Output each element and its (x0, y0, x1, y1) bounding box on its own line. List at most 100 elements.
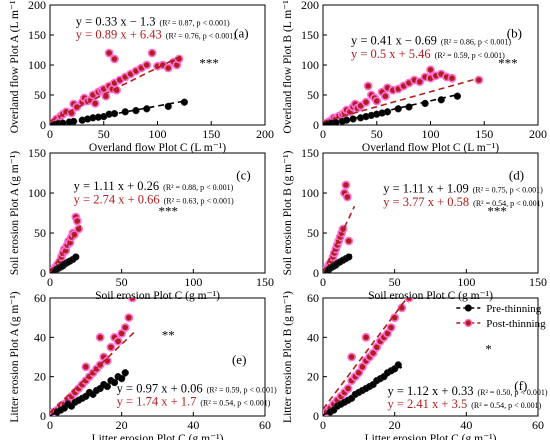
post-equation-stats: (R² = 0.76, p < 0.001) (166, 32, 236, 41)
pre-equation-text: y = 1.11 x + 0.26 (74, 179, 160, 193)
plot-frame (322, 297, 539, 417)
x-tick-label: 0 (320, 418, 326, 432)
plot-frame (49, 297, 266, 417)
x-tick-label: 100 (457, 275, 475, 289)
x-tick-label: 100 (149, 127, 167, 141)
legend: Pre-thinning Post-thinning (456, 303, 546, 330)
x-tick-label: 150 (529, 275, 547, 289)
x-tick-label: 150 (256, 275, 274, 289)
x-tick-label: 0 (320, 275, 326, 289)
panel-label: (c) (236, 167, 250, 182)
pre-thinning-equation: y = 0.97 x + 0.06 (R² = 0.59, p < 0.001) (117, 382, 277, 396)
x-tick-label: 20 (116, 418, 128, 432)
y-axis-label: Litter erosion Plot A (g m⁻¹) (9, 291, 21, 422)
y-tick-label: 0 (313, 118, 319, 132)
y-tick-label: 60 (34, 291, 46, 305)
plot-marks (50, 48, 189, 125)
y-tick-label: 0 (313, 409, 319, 423)
plot-marks (323, 180, 356, 273)
panel-d: 0 50 100 150 0 50 100 150 Soil erosion Plot C (g… (282, 146, 547, 302)
x-tick-label: 50 (98, 127, 110, 141)
post-thinning-point (90, 99, 100, 108)
x-axis-label: Soil erosion Plot C (g m⁻¹) (95, 290, 220, 302)
panel-label: (a) (234, 25, 248, 40)
legend-marker (464, 304, 472, 312)
post-thinning-point (363, 81, 373, 91)
post-thinning-equation: y = 3.77 x + 0.58 (R² = 0.54, p < 0.001) (383, 195, 543, 209)
post-thinning-point (341, 180, 351, 190)
y-tick-label: 20 (34, 370, 46, 384)
x-tick-label: 20 (389, 418, 401, 432)
y-tick-label: 150 (301, 28, 319, 42)
post-thinning-point (120, 323, 130, 332)
y-tick-label: 100 (301, 58, 319, 72)
y-tick-label: 40 (34, 330, 46, 344)
y-tick-label: 100 (28, 58, 46, 72)
x-tick-label: 100 (184, 275, 202, 289)
post-thinning-equation: y = 2.74 x + 0.66 (R² = 0.63, p < 0.001) (74, 192, 234, 206)
post-equation-text: y = 1.74 x + 1.7 (117, 394, 197, 408)
y-tick-label: 60 (307, 291, 319, 305)
panel-label: (e) (232, 352, 246, 367)
y-tick-label: 0 (40, 266, 46, 280)
post-equation-text: y = 3.77 x + 0.58 (383, 195, 469, 209)
post-thinning-point (110, 54, 119, 64)
y-tick-label: 40 (307, 330, 319, 344)
post-equation-stats: (R² = 0.54, p < 0.001) (473, 199, 543, 208)
y-tick-label: 50 (307, 226, 319, 240)
pre-thinning-point (394, 361, 402, 369)
pre-fit-line (323, 366, 403, 416)
significance-marker: *** (487, 203, 507, 218)
panel-e: 0 20 40 60 0 20 40 60 Litter erosion Plot C (g m… (9, 291, 277, 440)
pre-thinning-equation: y = 0.33 x − 1.3 (R² = 0.87, p < 0.001) (76, 14, 230, 28)
y-axis-label: Soil erosion Plot B (g m⁻¹) (282, 150, 294, 275)
x-tick-label: 150 (202, 127, 220, 141)
x-tick-label: 200 (256, 127, 274, 141)
y-tick-label: 0 (40, 118, 46, 132)
significance-marker: *** (498, 55, 518, 70)
x-tick-label: 200 (529, 127, 547, 141)
x-axis-label: Litter erosion Plot C (g m⁻¹) (365, 433, 497, 440)
pre-equation-text: y = 1.11 x + 1.09 (383, 182, 469, 196)
y-tick-label: 200 (28, 0, 46, 12)
panel-label: (f) (514, 378, 527, 393)
significance-marker: *** (199, 55, 219, 70)
pre-thinning-point (453, 92, 462, 100)
pre-equation-stats: (R² = 0.86, p < 0.001) (441, 38, 511, 47)
pre-thinning-point (164, 102, 172, 111)
panel-b: 0 50 100 150 200 0 50 100 150 200 Overland flow Pl… (282, 0, 547, 154)
pre-equation-text: y = 1.12 x + 0.33 (388, 384, 474, 398)
x-tick-label: 50 (116, 275, 128, 289)
y-tick-label: 150 (28, 28, 46, 42)
x-tick-label: 50 (389, 275, 401, 289)
post-thinning-point (404, 298, 414, 303)
panel-c: 0 50 100 150 0 50 100 150 Soil erosion Plot C (g… (9, 146, 274, 302)
y-axis-label: Overland flow Plot B (L m⁻¹) (282, 0, 294, 134)
post-equation-text: y = 2.41 x + 3.5 (388, 397, 468, 411)
panel-f: 0 20 40 60 0 20 40 60 Litter erosion Plot C (g m… (282, 291, 548, 440)
plot-frame (322, 152, 539, 274)
pre-fit-line (323, 93, 458, 125)
pre-fit-line (50, 373, 130, 416)
post-equation-stats: (R² = 0.54, p < 0.001) (200, 398, 270, 407)
post-equation-stats: (R² = 0.63, p < 0.001) (164, 196, 234, 205)
post-thinning-point (81, 362, 91, 372)
legend-label: Post-thinning (486, 318, 546, 330)
post-fit-line (323, 298, 409, 410)
plot-frame (49, 152, 266, 274)
x-tick-label: 60 (532, 418, 544, 432)
pre-fit-line (323, 253, 353, 273)
post-fit-line (323, 205, 356, 273)
post-thinning-point (128, 298, 137, 303)
plot-marks (323, 65, 484, 125)
plot-marks (50, 212, 84, 273)
post-thinning-point (104, 48, 114, 58)
significance-marker: * (485, 341, 492, 356)
pre-thinning-equation: y = 1.11 x + 1.09 (R² = 0.75, p < 0.001) (383, 182, 543, 196)
y-tick-label: 20 (307, 370, 319, 384)
post-fit-line (50, 53, 185, 122)
x-tick-label: 40 (187, 418, 199, 432)
significance-marker: *** (159, 203, 179, 218)
significance-marker: ** (162, 327, 175, 342)
